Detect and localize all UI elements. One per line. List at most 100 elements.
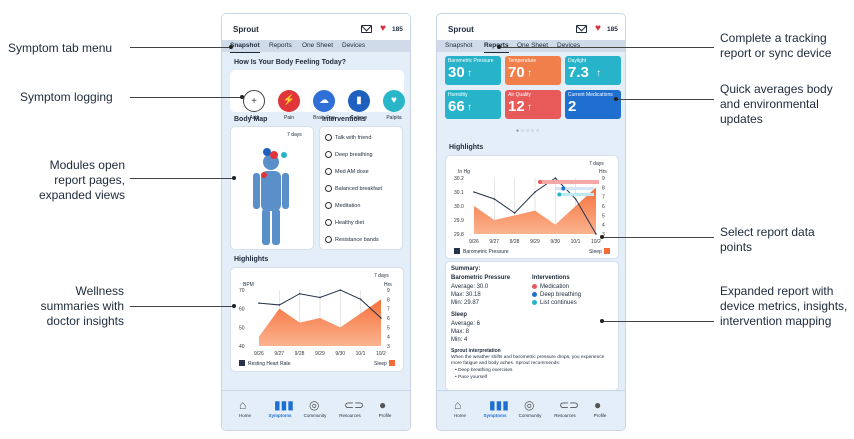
tab-one-sheet[interactable]: One Sheet [302, 42, 334, 49]
tab-reports[interactable]: Reports [269, 42, 292, 49]
app-title: Sprout [233, 25, 259, 34]
tab-one-sheet[interactable]: One Sheet [517, 42, 549, 49]
summary-title: Summary: [451, 266, 481, 272]
symptoms-icon: ▮▮▮ [274, 398, 294, 412]
y-tick-label: 30.0 [454, 204, 464, 210]
intervention-item[interactable]: Resistance bands [325, 236, 379, 243]
y-unit-left: In Hg [458, 169, 470, 175]
intervention-item[interactable]: Meditation [325, 202, 360, 209]
leader-line [130, 178, 234, 179]
metric-tile[interactable]: Air Quality 12 ↑ [505, 90, 561, 119]
y-tick-label: 30.2 [454, 176, 464, 182]
heart-icon[interactable]: ♥ [595, 23, 601, 34]
annotation-data-points: Select report data points [720, 225, 815, 254]
symptom-label: Pain [283, 115, 294, 121]
mail-icon[interactable] [576, 25, 587, 33]
x-tick-label: 9/28 [510, 239, 520, 245]
symptom-add[interactable]: + Add [238, 90, 270, 121]
metric-tile[interactable]: Current Medications 2 [565, 90, 621, 119]
nav-profile[interactable]: Profile [593, 413, 607, 418]
heart-count: 185 [607, 26, 618, 33]
battery-icon: ▮ [348, 90, 370, 112]
data-point [359, 298, 362, 301]
interp-title: Sprout interpretation [451, 348, 501, 354]
heart-icon[interactable]: ♥ [380, 23, 386, 34]
y-tick-label: 29.8 [454, 232, 464, 238]
legend-list-continues[interactable]: List continues [532, 300, 577, 306]
nav-resources[interactable]: Resources [554, 413, 576, 418]
metric-tile[interactable]: Temperature 70 ↑ [505, 56, 561, 85]
intervention-item[interactable]: Med AM dose [325, 168, 369, 175]
metric-tile[interactable]: Daylight 7.3 ↑ [565, 56, 621, 85]
data-point [574, 198, 577, 200]
report-tabs: Snapshot Reports One Sheet Devices [437, 40, 625, 53]
sleep-area [474, 187, 596, 234]
sleep-average: Average: 6 [451, 321, 480, 327]
nav-community[interactable]: Community [303, 413, 327, 418]
symptom-tabs: Snapshot Reports One Sheet Devices [222, 40, 410, 53]
legend-deep-breathing[interactable]: Deep breathing [532, 292, 581, 298]
x-tick-label: 10/2 [376, 351, 386, 357]
interventions-title: Interventions [322, 116, 366, 123]
symptom-pain[interactable]: ⚡ Pain [273, 90, 305, 121]
x-tick-label: 10/1 [356, 351, 366, 357]
intervention-item[interactable]: Healthy diet [325, 219, 364, 226]
nav-home[interactable]: Home [453, 413, 466, 418]
tab-devices[interactable]: Devices [342, 42, 366, 49]
data-point [473, 191, 475, 193]
range-select[interactable]: 7 days [589, 161, 604, 167]
intervention-item[interactable]: Deep breathing [325, 151, 373, 158]
body-map-card[interactable]: 7 days [230, 126, 314, 250]
profile-icon: ● [379, 398, 387, 412]
breathing-band [555, 187, 594, 190]
leader-line [130, 97, 242, 98]
nav-resources[interactable]: Resources [339, 413, 361, 418]
y-tick-label: 50 [239, 325, 245, 331]
y2-tick-label: 9 [387, 288, 390, 294]
y2-tick-label: 6 [387, 316, 390, 322]
tab-snapshot[interactable]: Snapshot [445, 42, 473, 49]
baro-title: Barometric Pressure [451, 275, 511, 281]
x-tick-label: 10/2 [591, 239, 601, 245]
symptom-brain-fog[interactable]: ☁ Brain Fog [308, 90, 340, 121]
nav-home[interactable]: Home [238, 413, 251, 418]
tab-reports[interactable]: Reports [484, 42, 509, 53]
lightning-icon: ⚡ [278, 90, 300, 112]
y-tick-label: 40 [239, 344, 245, 350]
plus-icon: + [243, 90, 265, 112]
metric-tile[interactable]: Barometric Pressure 30 ↑ [445, 56, 501, 85]
range-select[interactable]: 7 days [374, 273, 389, 279]
tab-devices[interactable]: Devices [557, 42, 581, 49]
metric-tile[interactable]: Humidity 66 ↑ [445, 90, 501, 119]
pressure-chart-card[interactable]: 7 days In Hg Hrs 30.2 30.1 30.0 29.9 29.8 9 8 7… [445, 155, 619, 259]
bottom-nav: ⌂ Home ▮▮▮ Symptoms ◎ Community ⊂⊃ Resources ● Pr… [437, 390, 625, 430]
symptom-fatigue[interactable]: ▮ Fatigue [343, 90, 375, 121]
leader-dot [497, 45, 501, 49]
list-marker [557, 192, 562, 197]
nav-profile[interactable]: Profile [378, 413, 392, 418]
nav-community[interactable]: Community [518, 413, 542, 418]
leader-line [602, 321, 714, 322]
cloud-icon: ☁ [313, 90, 335, 112]
medication-marker [538, 180, 542, 184]
data-point [298, 292, 301, 295]
sleep-min: Min: 4 [451, 337, 468, 343]
community-icon: ◎ [309, 398, 320, 412]
resources-icon: ⊂⊃ [559, 398, 580, 412]
wellness-chart[interactable]: 70 60 50 40 9 8 7 6 5 4 3 9/26 9/27 9/28 9/29 9/30 10/1 1… [231, 268, 405, 373]
profile-icon: ● [594, 398, 602, 412]
symptom-palpita[interactable]: ♥ Palpita [378, 90, 410, 121]
pressure-chart[interactable]: 30.230.130.029.929.898765439/269/279/289… [446, 156, 620, 260]
nav-symptoms[interactable]: Symptoms [483, 413, 507, 418]
resources-icon: ⊂⊃ [344, 398, 365, 412]
carousel-dots[interactable]: ●○○○○ [516, 128, 542, 134]
y2-tick-label: 4 [387, 335, 390, 341]
intervention-item[interactable]: Talk with friend [325, 134, 371, 141]
nav-symptoms[interactable]: Symptoms [268, 413, 292, 418]
highlights-card[interactable]: 7 days BPM Hrs 70 60 50 40 9 8 7 6 5 4 3 9/26 9/27 9/… [230, 267, 404, 372]
mail-icon[interactable] [361, 25, 372, 33]
range-select[interactable]: 7 days [287, 132, 302, 138]
tab-snapshot[interactable]: Snapshot [230, 42, 260, 53]
legend-medication[interactable]: Medication [532, 284, 569, 290]
intervention-item[interactable]: Balanced breakfast [325, 185, 382, 192]
